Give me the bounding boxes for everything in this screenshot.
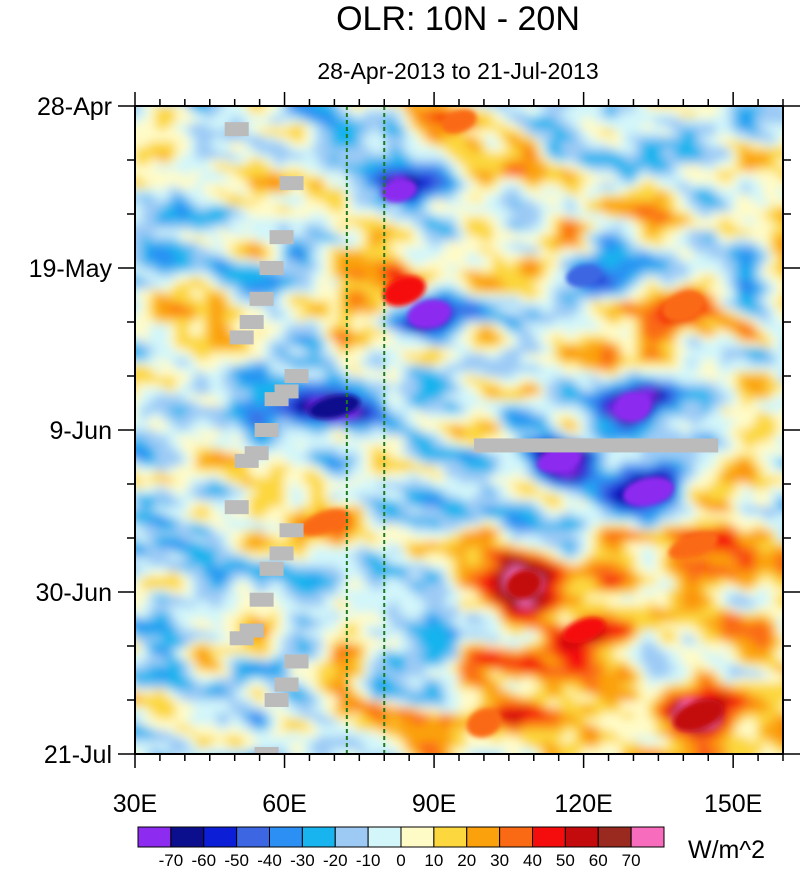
missing-data-cell [249,291,274,306]
missing-data-cell [259,561,284,576]
missing-data-cell [264,693,289,707]
olr-feature [622,476,675,507]
y-tick-label: 19-May [29,255,113,283]
olr-feature [562,617,605,644]
colorbar-label: -50 [224,851,249,869]
colorbar-swatch [170,826,205,848]
missing-data-cell [234,453,259,468]
colorbar-label: 10 [424,851,443,869]
missing-data-cell [259,261,284,275]
olr-feature [537,449,581,473]
colorbar-swatch [269,826,303,848]
colorbar-label: 50 [556,851,575,869]
y-tick-label: 9-Jun [49,417,112,445]
missing-data-cell [279,523,304,538]
x-tick-label: 120E [554,790,612,818]
y-axis-labels: 28-Apr 19-May 9-Jun 30-Jun 21-Jul [29,93,113,769]
missing-data-cell [274,677,299,692]
colorbar-label: -70 [159,851,184,869]
colorbar-label: 30 [490,851,509,869]
colorbar-swatch [433,826,468,848]
missing-data-cell [224,500,249,515]
colorbar-label: 70 [622,851,641,869]
colorbar-swatch [564,826,599,848]
olr-feature [381,179,417,203]
colorbar-swatch [334,826,369,848]
y-tick-label: 28-Apr [37,93,112,121]
colorbar-label: -20 [323,851,348,869]
colorbar-swatch [630,826,665,848]
colorbar-swatch [203,826,238,848]
missing-data-cell [284,369,309,383]
missing-data-cell [229,330,254,345]
colorbar-swatch [301,826,336,848]
missing-data-cell [224,122,249,137]
missing-data-band [473,438,719,453]
missing-data-cell [269,230,294,245]
colorbar-unit: W/m^2 [688,836,765,864]
missing-data-cell [229,631,254,646]
colorbar-swatch [499,826,533,848]
missing-data-cell [254,747,279,754]
y-tick-label: 21-Jul [44,741,112,769]
colorbar-swatch [466,826,501,848]
y-tick-label: 30-Jun [36,579,112,607]
colorbar-swatch [137,826,172,848]
olr-feature [407,299,451,329]
colorbar-label: -10 [356,851,381,869]
colorbar-label: 40 [523,851,542,869]
colorbar-swatch [532,826,566,848]
x-tick-label: 30E [113,790,157,818]
olr-feature [382,275,426,307]
colorbar-label: -60 [191,851,216,869]
olr-feature [668,532,718,560]
olr-feature [506,569,542,599]
colorbar-label: 60 [589,851,608,869]
missing-data-cell [239,315,264,329]
olr-feature [565,264,602,288]
missing-data-cell [254,423,279,437]
colorbar-label: -30 [290,851,315,869]
colorbar-swatch [236,826,270,848]
olr-field [135,106,783,754]
chart-title: OLR: 10N - 20N [336,0,580,38]
missing-data-cell [279,176,304,191]
missing-data-cell [284,654,309,669]
missing-data-cell [264,392,289,407]
olr-feature [466,708,502,738]
chart-subtitle: 28-Apr-2013 to 21-Jul-2013 [317,58,598,84]
x-tick-label: 150E [704,790,762,818]
x-tick-label: 60E [262,790,306,818]
olr-feature [299,508,350,537]
olr-feature [662,291,705,322]
x-tick-label: 90E [412,790,456,818]
olr-feature [673,699,724,732]
colorbar: -70 -60 -50 -40 -30 -20 -10 0 10 20 30 40 50 60 70 [137,826,665,869]
colorbar-label: 20 [457,851,476,869]
reference-lines [345,106,386,754]
olr-feature [441,109,477,134]
colorbar-swatch [367,826,402,848]
colorbar-label: -40 [257,851,282,869]
missing-data-cell [269,546,294,561]
colorbar-swatch [400,826,435,848]
olr-feature [615,392,652,422]
axis-ticks [118,92,800,768]
colorbar-label: 0 [396,851,405,869]
colorbar-swatch [597,826,632,848]
x-axis-labels: 30E 60E 90E 120E 150E [113,790,763,818]
missing-data-cell [249,592,274,607]
